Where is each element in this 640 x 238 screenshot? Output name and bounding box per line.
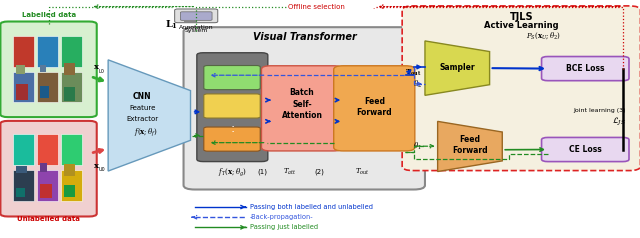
- Text: .: .: [372, 4, 374, 10]
- Bar: [184, 21, 198, 22]
- Text: $\mathbf{x}$: $\mathbf{x}$: [93, 62, 100, 71]
- FancyBboxPatch shape: [1, 121, 97, 217]
- Text: System: System: [184, 29, 208, 34]
- Text: Joint learning (3): Joint learning (3): [573, 108, 626, 113]
- Bar: [40, 184, 52, 198]
- Text: (1): (1): [257, 169, 267, 175]
- Text: Extractor: Extractor: [126, 116, 159, 123]
- Bar: [61, 72, 82, 102]
- Text: U0: U0: [99, 167, 105, 172]
- FancyBboxPatch shape: [197, 53, 268, 162]
- Bar: [64, 63, 75, 75]
- Bar: [37, 170, 58, 201]
- FancyBboxPatch shape: [1, 21, 97, 117]
- FancyBboxPatch shape: [541, 138, 629, 162]
- Text: $f(\mathbf{x};\theta_f)$: $f(\mathbf{x};\theta_f)$: [134, 126, 158, 138]
- Text: Offline selection: Offline selection: [288, 4, 345, 10]
- Text: $\mathcal{L}_{JS}$: $\mathcal{L}_{JS}$: [612, 115, 626, 127]
- Text: Forward: Forward: [356, 108, 392, 117]
- Text: $T_{att}$: $T_{att}$: [284, 167, 297, 177]
- Bar: [64, 87, 75, 101]
- FancyBboxPatch shape: [175, 9, 218, 23]
- Text: Forward: Forward: [452, 146, 488, 155]
- Text: Feed: Feed: [460, 135, 481, 144]
- Bar: [15, 84, 28, 100]
- Bar: [40, 163, 47, 172]
- Text: (2): (2): [315, 169, 324, 175]
- Text: $\theta_1$: $\theta_1$: [413, 141, 422, 152]
- Bar: [37, 72, 58, 102]
- Bar: [61, 36, 82, 67]
- Polygon shape: [425, 41, 490, 95]
- Bar: [13, 170, 34, 201]
- Text: Batch: Batch: [290, 89, 314, 98]
- Text: Active Learning: Active Learning: [484, 21, 559, 30]
- Bar: [40, 86, 49, 98]
- FancyBboxPatch shape: [184, 27, 425, 189]
- Text: CNN: CNN: [133, 92, 152, 101]
- Text: Unlabelled data: Unlabelled data: [17, 216, 80, 222]
- Text: $P_S(\mathbf{x}_U;\theta_2)$: $P_S(\mathbf{x}_U;\theta_2)$: [526, 30, 561, 41]
- Text: $\mathbf{L_1}$: $\mathbf{L_1}$: [165, 19, 178, 31]
- Bar: [37, 36, 58, 67]
- FancyBboxPatch shape: [180, 12, 212, 20]
- Bar: [40, 64, 46, 72]
- Bar: [61, 170, 82, 201]
- Text: TJLS: TJLS: [509, 12, 533, 22]
- Text: L0: L0: [99, 69, 104, 74]
- Bar: [37, 134, 58, 165]
- FancyBboxPatch shape: [541, 57, 629, 81]
- Text: Sampler: Sampler: [440, 63, 475, 72]
- Bar: [64, 185, 75, 197]
- Text: $\mathbf{x}$: $\mathbf{x}$: [93, 161, 100, 170]
- Bar: [189, 20, 193, 21]
- Bar: [13, 134, 34, 165]
- Text: Feed: Feed: [364, 97, 385, 106]
- Text: Attention: Attention: [282, 111, 323, 120]
- FancyBboxPatch shape: [262, 66, 342, 151]
- Text: Passing both labelled and unlabelled: Passing both labelled and unlabelled: [250, 204, 373, 210]
- FancyBboxPatch shape: [402, 6, 640, 171]
- Text: $\mathbf{T_{out}}$: $\mathbf{T_{out}}$: [404, 68, 421, 78]
- Text: Annotation: Annotation: [179, 25, 214, 30]
- Polygon shape: [438, 121, 502, 172]
- Text: Feature: Feature: [129, 105, 156, 111]
- FancyBboxPatch shape: [204, 65, 260, 90]
- Text: :: :: [230, 122, 234, 135]
- Polygon shape: [108, 60, 191, 171]
- Text: $\theta_2$: $\theta_2$: [413, 78, 422, 89]
- FancyBboxPatch shape: [204, 127, 260, 151]
- Text: Visual Transformer: Visual Transformer: [253, 32, 356, 42]
- FancyBboxPatch shape: [333, 66, 415, 151]
- Text: Self-: Self-: [292, 100, 312, 109]
- Bar: [13, 36, 34, 67]
- FancyBboxPatch shape: [204, 94, 260, 118]
- Text: CE Loss: CE Loss: [569, 145, 602, 154]
- Bar: [64, 164, 75, 176]
- Bar: [15, 64, 25, 74]
- Text: $T_{out}$: $T_{out}$: [355, 167, 370, 177]
- Bar: [15, 166, 27, 174]
- Text: Passing just labelled: Passing just labelled: [250, 224, 318, 230]
- Text: Labelled data: Labelled data: [22, 12, 76, 18]
- Bar: [13, 72, 34, 102]
- Text: -Back-propagation-: -Back-propagation-: [250, 214, 314, 220]
- Bar: [15, 188, 25, 197]
- Text: $f_T(\mathbf{x};\theta_g)$: $f_T(\mathbf{x};\theta_g)$: [218, 166, 247, 178]
- Text: BCE Loss: BCE Loss: [566, 64, 605, 73]
- Bar: [61, 134, 82, 165]
